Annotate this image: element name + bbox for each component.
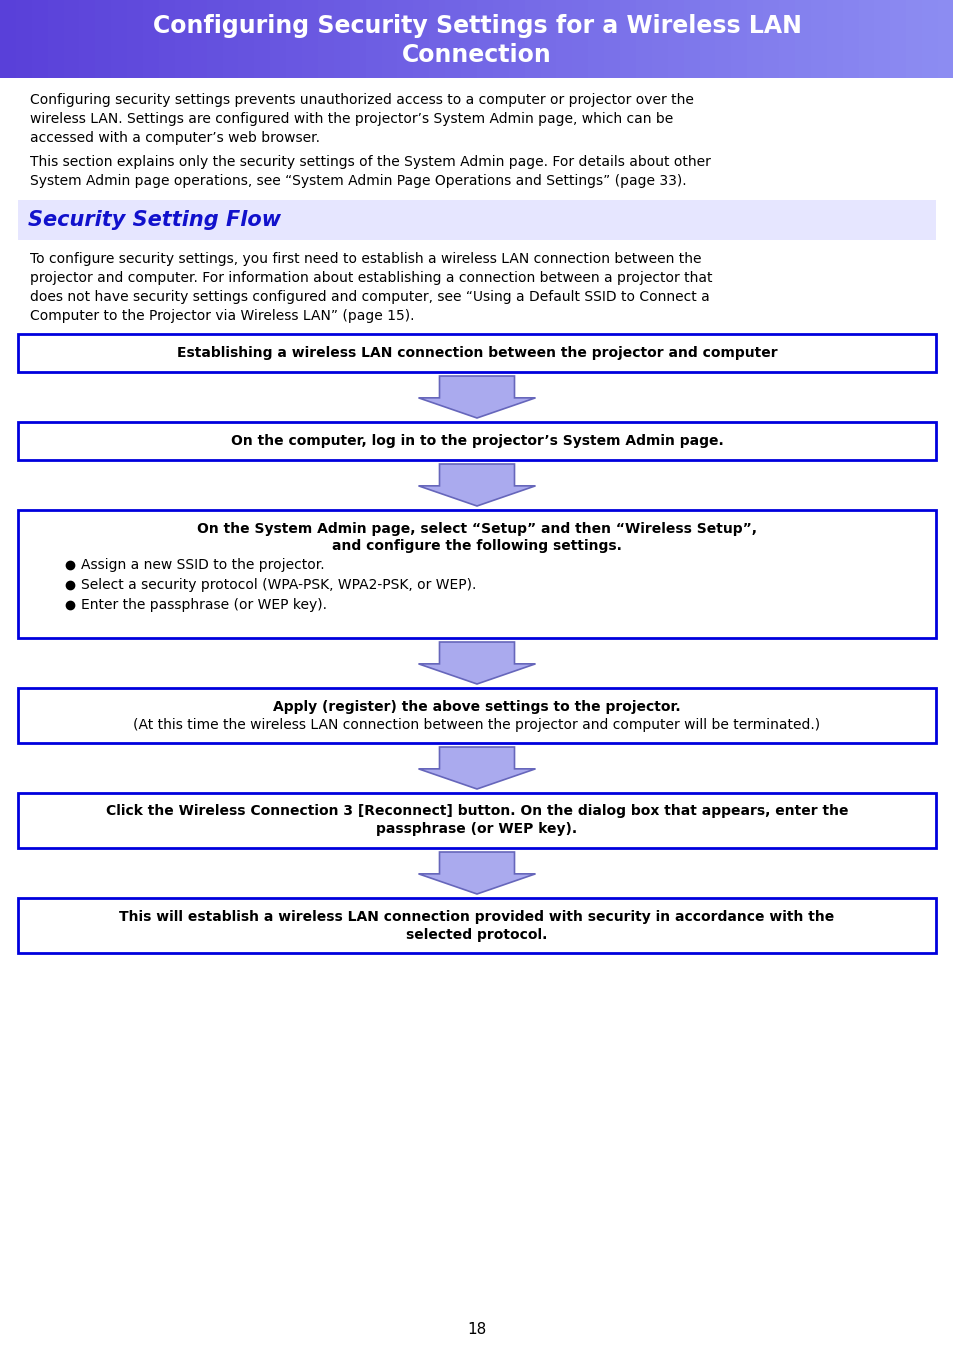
Bar — [429, 0, 445, 78]
Bar — [460, 0, 476, 78]
Bar — [18, 688, 935, 744]
Bar — [413, 0, 429, 78]
Polygon shape — [418, 748, 535, 790]
Bar — [16, 0, 31, 78]
Bar — [317, 0, 334, 78]
Bar — [588, 0, 603, 78]
Bar — [762, 0, 779, 78]
Bar — [731, 0, 746, 78]
Polygon shape — [418, 376, 535, 418]
Bar — [715, 0, 731, 78]
Text: Assign a new SSID to the projector.: Assign a new SSID to the projector. — [81, 558, 324, 572]
Bar — [779, 0, 794, 78]
Polygon shape — [418, 642, 535, 684]
Bar — [683, 0, 699, 78]
Bar — [286, 0, 302, 78]
Bar — [174, 0, 191, 78]
Bar — [922, 0, 937, 78]
Bar — [493, 0, 508, 78]
Bar — [18, 794, 935, 848]
Polygon shape — [418, 852, 535, 894]
Bar — [524, 0, 540, 78]
Bar — [636, 0, 651, 78]
Bar — [64, 0, 79, 78]
Bar — [127, 0, 143, 78]
Bar — [397, 0, 413, 78]
Bar — [858, 0, 874, 78]
Text: (At this time the wireless LAN connection between the projector and computer wil: (At this time the wireless LAN connectio… — [133, 718, 820, 731]
Text: passphrase (or WEP key).: passphrase (or WEP key). — [376, 822, 577, 837]
Bar — [746, 0, 762, 78]
Bar — [0, 0, 16, 78]
Bar — [18, 422, 935, 460]
Bar — [207, 0, 222, 78]
Bar — [603, 0, 619, 78]
Bar — [302, 0, 317, 78]
Bar — [112, 0, 127, 78]
Bar — [619, 0, 636, 78]
Bar — [794, 0, 810, 78]
Bar — [191, 0, 207, 78]
Bar — [937, 0, 953, 78]
Bar — [95, 0, 112, 78]
Bar — [238, 0, 254, 78]
Bar — [222, 0, 238, 78]
Text: Enter the passphrase (or WEP key).: Enter the passphrase (or WEP key). — [81, 598, 327, 612]
Text: Connection: Connection — [402, 43, 551, 68]
Polygon shape — [418, 464, 535, 506]
Bar — [508, 0, 524, 78]
Bar — [18, 510, 935, 638]
Bar — [476, 0, 493, 78]
Bar — [572, 0, 588, 78]
Bar — [874, 0, 889, 78]
Text: To configure security settings, you first need to establish a wireless LAN conne: To configure security settings, you firs… — [30, 251, 712, 323]
Bar — [667, 0, 683, 78]
Text: Configuring Security Settings for a Wireless LAN: Configuring Security Settings for a Wire… — [152, 14, 801, 38]
Bar — [159, 0, 174, 78]
Bar — [651, 0, 667, 78]
Bar — [334, 0, 350, 78]
Text: This will establish a wireless LAN connection provided with security in accordan: This will establish a wireless LAN conne… — [119, 910, 834, 923]
Text: Click the Wireless Connection 3 [Reconnect] button. On the dialog box that appea: Click the Wireless Connection 3 [Reconne… — [106, 804, 847, 818]
Bar — [556, 0, 572, 78]
Text: This section explains only the security settings of the System Admin page. For d: This section explains only the security … — [30, 155, 710, 188]
Bar — [143, 0, 159, 78]
Text: Establishing a wireless LAN connection between the projector and computer: Establishing a wireless LAN connection b… — [176, 346, 777, 360]
Bar — [381, 0, 397, 78]
Bar — [254, 0, 270, 78]
Bar — [31, 0, 48, 78]
Text: On the System Admin page, select “Setup” and then “Wireless Setup”,: On the System Admin page, select “Setup”… — [196, 522, 757, 535]
Bar — [79, 0, 95, 78]
Bar — [810, 0, 826, 78]
Text: Select a security protocol (WPA-PSK, WPA2-PSK, or WEP).: Select a security protocol (WPA-PSK, WPA… — [81, 579, 476, 592]
Text: selected protocol.: selected protocol. — [406, 927, 547, 941]
Bar — [350, 0, 365, 78]
Bar — [540, 0, 556, 78]
Bar — [699, 0, 715, 78]
Text: Apply (register) the above settings to the projector.: Apply (register) the above settings to t… — [273, 699, 680, 714]
Bar — [445, 0, 460, 78]
Bar — [889, 0, 905, 78]
Text: Security Setting Flow: Security Setting Flow — [28, 210, 281, 230]
Bar — [826, 0, 841, 78]
Bar — [18, 898, 935, 953]
Bar — [18, 334, 935, 372]
Bar — [905, 0, 922, 78]
Text: Configuring security settings prevents unauthorized access to a computer or proj: Configuring security settings prevents u… — [30, 93, 693, 145]
Text: and configure the following settings.: and configure the following settings. — [332, 539, 621, 553]
Bar — [48, 0, 64, 78]
Bar — [270, 0, 286, 78]
Text: 18: 18 — [467, 1322, 486, 1337]
Text: On the computer, log in to the projector’s System Admin page.: On the computer, log in to the projector… — [231, 434, 722, 448]
Bar — [841, 0, 858, 78]
Bar — [365, 0, 381, 78]
Bar — [18, 200, 935, 241]
